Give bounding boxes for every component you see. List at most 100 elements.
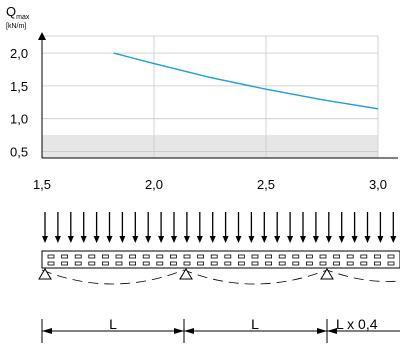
y-axis-unit: [kN/m] bbox=[6, 23, 26, 30]
beam-hole bbox=[237, 261, 245, 266]
beam-hole bbox=[373, 254, 381, 259]
beam-hole bbox=[251, 261, 259, 266]
series-line bbox=[113, 52, 379, 110]
beam-hole bbox=[305, 254, 313, 259]
dimension-arrowheads bbox=[42, 328, 337, 334]
beam-hole bbox=[346, 254, 354, 259]
load-arrow-head bbox=[67, 236, 74, 243]
beam-hole bbox=[74, 261, 82, 266]
beam-perforations bbox=[47, 254, 395, 266]
beam-hole bbox=[47, 261, 55, 266]
beam-hole bbox=[346, 261, 354, 266]
load-arrow-head bbox=[54, 236, 61, 243]
beam-hole bbox=[142, 254, 150, 259]
load-arrow-head bbox=[248, 236, 255, 243]
beam-hole bbox=[47, 254, 55, 259]
load-arrow-head bbox=[106, 236, 113, 243]
x-tick-label: 3,0 bbox=[369, 177, 387, 192]
beam-hole bbox=[292, 261, 300, 266]
beam-hole bbox=[74, 254, 82, 259]
load-arrow-head bbox=[338, 236, 345, 243]
beam-hole bbox=[115, 261, 123, 266]
load-arrow-head bbox=[171, 236, 177, 243]
beam-hole bbox=[224, 261, 232, 266]
plot-area: 0,5 1,0 1,5 2,0 1,5 2,0 2,5 3,0 bbox=[10, 32, 398, 192]
y-axis-label: Qmax bbox=[6, 4, 30, 21]
beam-hole bbox=[156, 254, 164, 259]
beam-hole bbox=[387, 261, 395, 266]
beam-hole bbox=[265, 254, 273, 259]
load-arrow-head bbox=[119, 236, 126, 243]
beam-hole bbox=[129, 261, 137, 266]
supports bbox=[38, 268, 334, 280]
x-tick-label: 2,0 bbox=[145, 177, 163, 192]
beam-hole bbox=[224, 254, 232, 259]
beam-hole bbox=[61, 254, 68, 259]
load-arrow-head bbox=[390, 236, 397, 243]
x-tick-label: 2,5 bbox=[257, 177, 275, 192]
load-arrow-head bbox=[287, 236, 294, 243]
load-arrow-head bbox=[364, 236, 371, 243]
y-tick-label: 1,5 bbox=[10, 79, 28, 94]
beam-hole bbox=[373, 261, 381, 266]
beam-hole bbox=[61, 261, 68, 266]
y-tick-labels: 0,5 1,0 1,5 2,0 bbox=[10, 46, 28, 159]
x-tick-label: 1,5 bbox=[33, 177, 51, 192]
beam-hole bbox=[88, 254, 96, 259]
shaded-band bbox=[42, 135, 378, 158]
beam-hole bbox=[142, 261, 150, 266]
load-arrow-head bbox=[196, 236, 203, 243]
beam-hole bbox=[169, 254, 177, 259]
load-arrow-head bbox=[222, 236, 229, 243]
span-label-2: L bbox=[251, 316, 259, 332]
beam-hole bbox=[197, 261, 205, 266]
load-arrow-head bbox=[261, 236, 268, 243]
load-arrow-head bbox=[235, 236, 242, 243]
beam-hole bbox=[197, 254, 205, 259]
beam-hole bbox=[169, 261, 177, 266]
y-tick-label: 0,5 bbox=[10, 144, 28, 159]
load-arrow-head bbox=[325, 236, 332, 243]
load-arrow-head bbox=[300, 236, 306, 243]
beam-hole bbox=[210, 261, 218, 266]
beam-hole bbox=[115, 254, 123, 259]
distributed-load-arrows bbox=[42, 212, 397, 243]
load-arrow-head bbox=[183, 236, 190, 243]
support-triangle bbox=[179, 268, 193, 280]
load-arrow-head bbox=[145, 236, 152, 243]
load-arrow-head bbox=[209, 236, 216, 243]
dimension-line: L L L x 0,4 bbox=[41, 316, 400, 343]
grid bbox=[42, 35, 379, 158]
load-arrow-head bbox=[80, 236, 87, 243]
beam-hole bbox=[387, 254, 395, 259]
beam-hole bbox=[183, 254, 191, 259]
beam-diagram bbox=[38, 212, 400, 285]
y-axis-label-sub: max bbox=[16, 14, 30, 21]
y-tick-label: 1,0 bbox=[10, 112, 28, 127]
load-arrow-head bbox=[351, 236, 358, 243]
beam-hole bbox=[88, 261, 96, 266]
beam-body bbox=[41, 250, 400, 269]
load-arrow-head bbox=[274, 236, 281, 243]
beam-hole bbox=[360, 261, 368, 266]
beam-hole bbox=[265, 261, 273, 266]
beam-hole bbox=[319, 261, 327, 266]
beam-hole bbox=[210, 254, 218, 259]
beam-hole bbox=[183, 261, 191, 266]
span-label-1: L bbox=[109, 316, 117, 332]
beam-hole bbox=[278, 254, 286, 259]
deflection-curve bbox=[41, 269, 400, 285]
beam-hole bbox=[360, 254, 368, 259]
beam-hole bbox=[251, 254, 259, 259]
support-triangle bbox=[38, 268, 52, 280]
beam-hole bbox=[237, 254, 245, 259]
load-arrow-head bbox=[42, 236, 48, 243]
beam-hole bbox=[333, 261, 341, 266]
y-tick-label: 2,0 bbox=[10, 46, 28, 61]
support-triangle bbox=[320, 268, 334, 280]
beam-hole bbox=[102, 254, 109, 259]
beam-hole bbox=[319, 254, 327, 259]
load-arrow-head bbox=[132, 236, 139, 243]
span-label-3: L x 0,4 bbox=[336, 316, 378, 332]
load-arrow-head bbox=[312, 236, 319, 243]
